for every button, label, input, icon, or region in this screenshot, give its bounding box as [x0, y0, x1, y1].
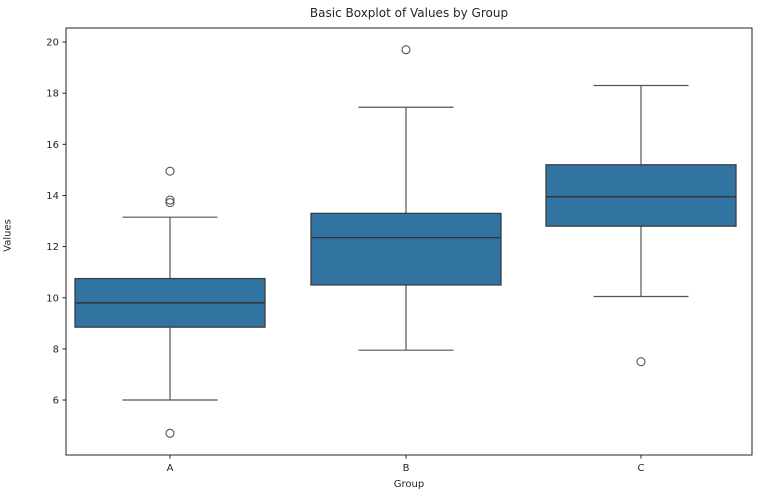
box-B: [310, 212, 502, 286]
x-axis-label: Group: [393, 479, 425, 490]
y-tick-label: 6: [53, 396, 59, 407]
x-tick-label: C: [638, 463, 645, 474]
outlier-marker-C: [636, 357, 646, 367]
chart-title: Basic Boxplot of Values by Group: [309, 6, 509, 20]
x-tick-label: A: [167, 463, 174, 474]
y-tick-label: 14: [46, 191, 59, 202]
y-tick-label: 8: [53, 344, 59, 355]
x-tick-label: B: [403, 463, 410, 474]
outlier-marker-A: [165, 428, 175, 438]
outlier-marker-A: [165, 198, 175, 208]
y-tick-label: 20: [46, 38, 59, 49]
outlier-marker-B: [401, 45, 411, 55]
outlier-marker-A: [165, 195, 175, 205]
y-tick-label: 10: [46, 293, 59, 304]
y-tick-label: 16: [46, 140, 59, 151]
box-C: [545, 164, 737, 227]
y-tick-label: 12: [46, 242, 59, 253]
outlier-marker-A: [165, 166, 175, 176]
plot-frame: [65, 27, 753, 456]
y-tick-label: 18: [46, 89, 59, 100]
